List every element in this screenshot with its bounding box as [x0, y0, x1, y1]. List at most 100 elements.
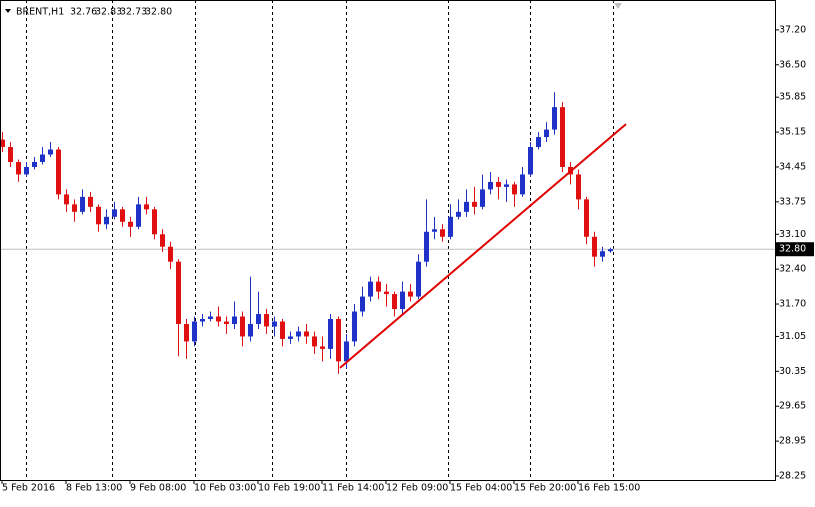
- candle-body: [336, 319, 341, 362]
- candle-body: [360, 296, 365, 312]
- candle-body: [104, 216, 109, 225]
- candle-body: [48, 149, 53, 155]
- plot-area: [0, 92, 775, 374]
- candle-body: [128, 221, 133, 227]
- x-tick-label: 15 Feb 04:00: [450, 483, 512, 494]
- candle-body: [560, 107, 565, 167]
- candle-body: [72, 204, 77, 212]
- candle-body: [376, 281, 381, 292]
- header-value: 32.73: [120, 7, 147, 18]
- candle-body: [240, 316, 245, 337]
- x-tick-label: 12 Feb 09:00: [386, 483, 448, 494]
- y-tick-label: 28.25: [779, 471, 806, 482]
- y-tick-label: 34.45: [779, 161, 806, 172]
- candle-body: [304, 331, 309, 337]
- candle-body: [208, 316, 213, 320]
- candle-body: [288, 336, 293, 339]
- candle-body: [216, 316, 221, 322]
- y-tick-label: 31.70: [779, 299, 806, 310]
- candle-body: [392, 294, 397, 310]
- y-tick-label: 33.10: [779, 229, 806, 240]
- y-tick-label: 31.05: [779, 331, 806, 342]
- candle-body: [320, 346, 325, 349]
- candle-body: [504, 184, 509, 187]
- candle-body: [112, 209, 117, 217]
- candle-body: [592, 236, 597, 257]
- candle-body: [248, 323, 253, 337]
- candle-body: [352, 311, 357, 342]
- candle-body: [584, 199, 589, 237]
- y-tick-label: 29.65: [779, 401, 806, 412]
- candle-body: [464, 201, 469, 212]
- candle-body: [272, 321, 277, 327]
- candle-body: [40, 154, 45, 162]
- candle-body: [80, 196, 85, 212]
- candle-body: [24, 166, 29, 175]
- candle-body: [88, 196, 93, 207]
- candle-body: [256, 314, 261, 324]
- candle-body: [576, 174, 581, 200]
- day-separators: [26, 0, 614, 480]
- candle-body: [32, 161, 37, 167]
- x-tick-label: 15 Feb 20:00: [514, 483, 576, 494]
- candle-body: [312, 336, 317, 347]
- header-value: 32.83: [95, 7, 122, 18]
- y-tick-label: 33.75: [779, 196, 806, 207]
- candle-body: [440, 229, 445, 237]
- x-tick-label: 10 Feb 19:00: [258, 483, 320, 494]
- candle-body: [544, 129, 549, 138]
- candle-body: [608, 249, 613, 252]
- candle-body: [552, 107, 557, 130]
- trendline: [339, 123, 627, 369]
- candle-body: [456, 211, 461, 217]
- candle-body: [488, 181, 493, 190]
- candle-body: [264, 314, 269, 327]
- candle-body: [528, 147, 533, 175]
- x-tick-label: 5 Feb 2016: [2, 483, 55, 494]
- candle-body: [168, 246, 173, 262]
- x-tick-label: 9 Feb 08:00: [130, 483, 186, 494]
- candle-body: [280, 321, 285, 339]
- candle-body: [536, 137, 541, 148]
- x-tick-label: 8 Feb 13:00: [66, 483, 122, 494]
- candle-body: [424, 231, 429, 262]
- candle-body: [384, 291, 389, 295]
- candle-body: [136, 204, 141, 227]
- candle-body: [16, 161, 21, 175]
- y-tick-label: 37.20: [779, 24, 806, 35]
- candle-body: [416, 261, 421, 297]
- candle-body: [400, 291, 405, 310]
- candle-body: [184, 323, 189, 342]
- candle-body: [160, 234, 165, 247]
- y-tick-label: 30.35: [779, 366, 806, 377]
- x-tick-label: 11 Feb 14:00: [322, 483, 384, 494]
- y-tick-label: 35.85: [779, 92, 806, 103]
- candle-body: [344, 341, 349, 362]
- y-tick-label: 36.50: [779, 59, 806, 70]
- current-price-box: [776, 242, 814, 257]
- candle-body: [144, 204, 149, 210]
- candle-body: [152, 209, 157, 235]
- candle-body: [520, 174, 525, 195]
- candle-body: [472, 201, 477, 207]
- candle-body: [232, 316, 237, 324]
- candle-body: [0, 139, 5, 148]
- candle-body: [432, 229, 437, 232]
- y-tick-label: 32.40: [779, 264, 806, 275]
- x-tick-label: 10 Feb 03:00: [194, 483, 256, 494]
- plot-frame: [0, 0, 776, 481]
- candle-body: [192, 321, 197, 342]
- y-tick-label: 35.15: [779, 127, 806, 138]
- candle-body: [224, 321, 229, 324]
- candle-body: [8, 147, 13, 162]
- candle-body: [200, 319, 205, 322]
- candle-body: [56, 149, 61, 195]
- candle-body: [176, 261, 181, 324]
- candle-body: [64, 194, 69, 205]
- candle-body: [600, 251, 605, 257]
- candle-body: [120, 209, 125, 222]
- chart-shift-marker: [614, 3, 622, 9]
- candle-body: [448, 216, 453, 237]
